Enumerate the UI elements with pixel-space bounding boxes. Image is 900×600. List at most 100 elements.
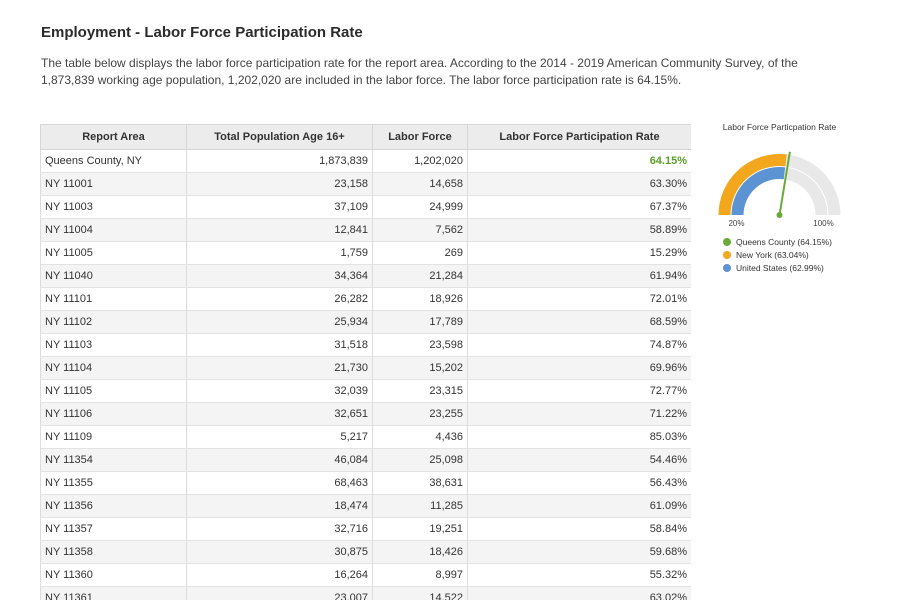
legend-item: New York (63.04%): [723, 248, 832, 261]
header-total-population: Total Population Age 16+: [186, 124, 373, 150]
cell-labor-force: 8,997: [372, 563, 468, 587]
cell-participation-rate: 64.15%: [467, 149, 691, 173]
cell-participation-rate: 67.37%: [467, 195, 691, 219]
cell-total-population: 18,474: [186, 494, 373, 518]
cell-labor-force: 1,202,020: [372, 149, 468, 173]
cell-report-area: NY 11356: [40, 494, 187, 518]
cell-report-area: NY 11101: [40, 287, 187, 311]
intro-paragraph: The table below displays the labor force…: [41, 55, 841, 89]
cell-report-area: NY 11104: [40, 356, 187, 380]
cell-labor-force: 14,522: [372, 586, 468, 600]
table-row: NY 11003 37,109 24,999 67.37%: [40, 195, 691, 219]
cell-total-population: 26,282: [186, 287, 373, 311]
table-row: NY 11102 25,934 17,789 68.59%: [40, 310, 691, 334]
header-participation-rate: Labor Force Participation Rate: [467, 124, 691, 150]
cell-labor-force: 11,285: [372, 494, 468, 518]
gauge-svg: 20% 100%: [718, 151, 841, 228]
cell-total-population: 34,364: [186, 264, 373, 288]
gauge-legend: Queens County (64.15%) New York (63.04%) U…: [723, 235, 832, 274]
cell-report-area: NY 11040: [40, 264, 187, 288]
table-header-row: Report Area Total Population Age 16+ Lab…: [40, 124, 691, 150]
cell-labor-force: 4,436: [372, 425, 468, 449]
cell-participation-rate: 55.32%: [467, 563, 691, 587]
cell-labor-force: 19,251: [372, 517, 468, 541]
legend-label: Queens County (64.15%): [736, 236, 832, 247]
legend-dot-icon: [723, 263, 731, 272]
cell-report-area: NY 11361: [40, 586, 187, 600]
table-row: NY 11040 34,364 21,284 61.94%: [40, 264, 691, 288]
cell-report-area: NY 11003: [40, 195, 187, 219]
cell-labor-force: 17,789: [372, 310, 468, 334]
gauge-needle: [778, 151, 791, 216]
cell-total-population: 25,934: [186, 310, 373, 334]
cell-total-population: 16,264: [186, 563, 373, 587]
cell-total-population: 46,084: [186, 448, 373, 472]
cell-total-population: 12,841: [186, 218, 373, 242]
cell-participation-rate: 63.02%: [467, 586, 691, 600]
cell-labor-force: 15,202: [372, 356, 468, 380]
data-table-container: Report Area Total Population Age 16+ Lab…: [40, 124, 691, 600]
cell-total-population: 1,759: [186, 241, 373, 265]
labor-force-table: Report Area Total Population Age 16+ Lab…: [40, 124, 691, 600]
cell-total-population: 5,217: [186, 425, 373, 449]
gauge-chart: Labor Force Particpation Rate 20% 100% Qu…: [712, 120, 847, 280]
cell-labor-force: 23,255: [372, 402, 468, 426]
cell-report-area: Queens County, NY: [40, 149, 187, 173]
cell-participation-rate: 71.22%: [467, 402, 691, 426]
header-report-area: Report Area: [40, 124, 187, 150]
legend-dot-icon: [723, 250, 731, 259]
gauge-band-united-states: [731, 167, 786, 215]
cell-participation-rate: 56.43%: [467, 471, 691, 495]
cell-total-population: 68,463: [186, 471, 373, 495]
cell-labor-force: 18,926: [372, 287, 468, 311]
cell-labor-force: 7,562: [372, 218, 468, 242]
cell-total-population: 21,730: [186, 356, 373, 380]
cell-report-area: NY 11357: [40, 517, 187, 541]
cell-total-population: 30,875: [186, 540, 373, 564]
table-row: NY 11005 1,759 269 15.29%: [40, 241, 691, 265]
cell-total-population: 32,039: [186, 379, 373, 403]
table-row: NY 11105 32,039 23,315 72.77%: [40, 379, 691, 403]
cell-report-area: NY 11004: [40, 218, 187, 242]
table-row: NY 11361 23,007 14,522 63.02%: [40, 586, 691, 600]
gauge-needle-pivot: [776, 212, 783, 218]
cell-report-area: NY 11354: [40, 448, 187, 472]
cell-participation-rate: 68.59%: [467, 310, 691, 334]
legend-item: United States (62.99%): [723, 261, 832, 274]
cell-participation-rate: 58.84%: [467, 517, 691, 541]
cell-report-area: NY 11106: [40, 402, 187, 426]
table-row: NY 11103 31,518 23,598 74.87%: [40, 333, 691, 357]
table-row: NY 11004 12,841 7,562 58.89%: [40, 218, 691, 242]
cell-report-area: NY 11355: [40, 471, 187, 495]
cell-labor-force: 25,098: [372, 448, 468, 472]
legend-label: United States (62.99%): [736, 262, 824, 273]
table-body: Queens County, NY 1,873,839 1,202,020 64.15…: [40, 149, 691, 600]
cell-participation-rate: 58.89%: [467, 218, 691, 242]
cell-total-population: 31,518: [186, 333, 373, 357]
table-row: NY 11354 46,084 25,098 54.46%: [40, 448, 691, 472]
intro-line: The table below displays the labor force…: [41, 56, 798, 70]
gauge-min-label: 20%: [728, 219, 744, 228]
gauge-max-label: 100%: [813, 219, 833, 228]
table-row: NY 11101 26,282 18,926 72.01%: [40, 287, 691, 311]
cell-labor-force: 14,658: [372, 172, 468, 196]
table-row: Queens County, NY 1,873,839 1,202,020 64.15…: [40, 149, 691, 173]
table-row: NY 11001 23,158 14,658 63.30%: [40, 172, 691, 196]
intro-line: 1,873,839 working age population, 1,202,…: [41, 73, 682, 87]
cell-labor-force: 18,426: [372, 540, 468, 564]
gauge-title: Labor Force Particpation Rate: [722, 122, 837, 132]
cell-total-population: 23,007: [186, 586, 373, 600]
gauge-band-new-york: [718, 153, 787, 215]
legend-item: Queens County (64.15%): [723, 235, 832, 248]
cell-report-area: NY 11103: [40, 333, 187, 357]
cell-labor-force: 23,598: [372, 333, 468, 357]
cell-participation-rate: 72.77%: [467, 379, 691, 403]
table-row: NY 11357 32,716 19,251 58.84%: [40, 517, 691, 541]
cell-report-area: NY 11109: [40, 425, 187, 449]
table-row: NY 11109 5,217 4,436 85.03%: [40, 425, 691, 449]
table-row: NY 11356 18,474 11,285 61.09%: [40, 494, 691, 518]
cell-total-population: 37,109: [186, 195, 373, 219]
cell-report-area: NY 11005: [40, 241, 187, 265]
table-row: NY 11104 21,730 15,202 69.96%: [40, 356, 691, 380]
cell-participation-rate: 61.94%: [467, 264, 691, 288]
